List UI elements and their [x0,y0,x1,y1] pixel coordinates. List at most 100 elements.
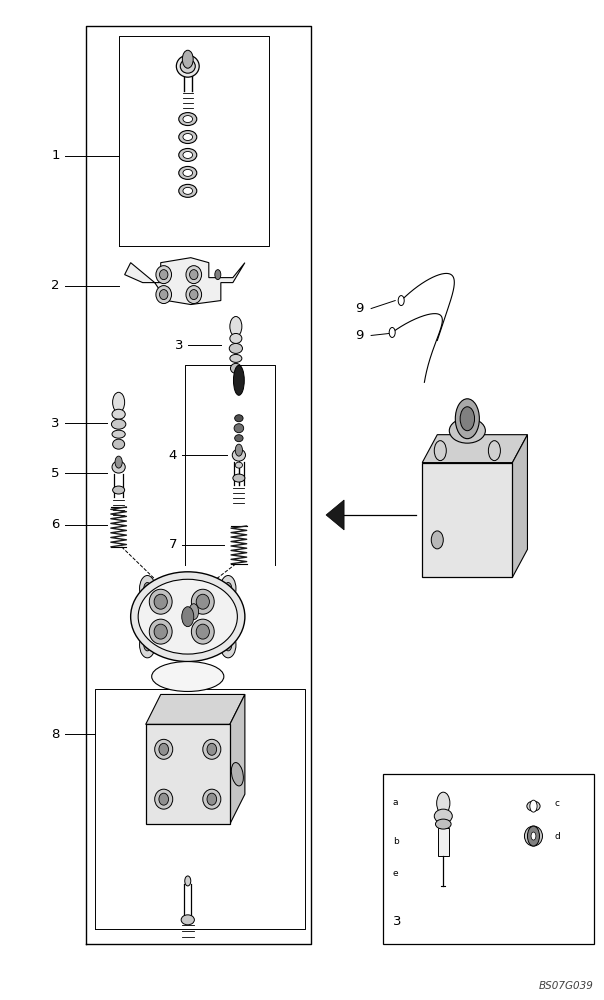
Circle shape [527,826,539,846]
Bar [383,774,594,944]
Ellipse shape [235,435,243,442]
Text: 2: 2 [51,279,60,292]
Text: d: d [554,832,561,841]
Circle shape [489,441,500,461]
Ellipse shape [152,662,224,691]
Ellipse shape [176,55,199,77]
Ellipse shape [130,572,245,662]
Ellipse shape [190,270,198,280]
Circle shape [140,632,155,658]
Circle shape [144,639,151,651]
Polygon shape [512,435,527,577]
Ellipse shape [179,131,197,143]
Text: 3: 3 [175,339,183,352]
Ellipse shape [155,739,173,759]
Circle shape [140,576,155,601]
Ellipse shape [196,594,210,609]
Ellipse shape [183,134,193,141]
Ellipse shape [234,424,243,433]
Text: 4: 4 [169,449,177,462]
Circle shape [220,632,236,658]
Ellipse shape [207,743,217,755]
Text: 9: 9 [355,329,363,342]
Ellipse shape [154,624,167,639]
Circle shape [189,604,199,620]
Circle shape [460,407,475,431]
Circle shape [225,639,232,651]
Ellipse shape [231,363,241,373]
Ellipse shape [207,793,217,805]
Ellipse shape [235,415,243,422]
Ellipse shape [524,826,542,846]
Ellipse shape [112,461,125,473]
Ellipse shape [230,354,242,362]
Circle shape [531,832,536,840]
Circle shape [437,792,450,814]
Ellipse shape [159,793,169,805]
Ellipse shape [112,486,124,494]
Ellipse shape [159,743,169,755]
Ellipse shape [191,589,214,614]
Text: b: b [393,837,399,846]
Ellipse shape [179,113,197,126]
Circle shape [185,876,191,886]
Ellipse shape [196,624,210,639]
Text: 5: 5 [51,467,60,480]
Text: 3: 3 [393,915,401,928]
Ellipse shape [203,739,221,759]
Circle shape [398,296,404,306]
Polygon shape [146,694,245,724]
Text: 8: 8 [51,728,60,741]
Ellipse shape [233,474,245,482]
Circle shape [434,441,446,461]
Ellipse shape [230,333,242,343]
Polygon shape [124,258,245,305]
Ellipse shape [149,619,172,644]
Ellipse shape [435,819,451,829]
Circle shape [230,317,242,336]
Text: e: e [393,869,399,878]
Ellipse shape [183,116,193,123]
Circle shape [182,50,193,68]
Ellipse shape [233,449,245,461]
Circle shape [236,444,242,456]
Ellipse shape [190,290,198,300]
Circle shape [389,327,395,337]
Circle shape [215,270,221,280]
Circle shape [115,456,122,468]
Ellipse shape [236,462,242,468]
Bar [438,828,449,856]
Ellipse shape [149,589,172,614]
Ellipse shape [154,594,167,609]
Text: 6: 6 [51,518,60,531]
Ellipse shape [431,531,443,549]
Ellipse shape [179,166,197,179]
Bar [422,463,512,577]
Ellipse shape [179,184,197,197]
Ellipse shape [138,579,237,654]
Circle shape [112,392,124,412]
Ellipse shape [155,789,173,809]
Circle shape [225,582,232,594]
Text: 9: 9 [355,302,363,315]
Ellipse shape [156,286,172,304]
Ellipse shape [230,343,242,353]
Ellipse shape [186,266,202,284]
Ellipse shape [434,809,452,823]
Circle shape [182,607,194,627]
Ellipse shape [231,763,243,786]
Polygon shape [422,435,527,463]
Text: BS07G039: BS07G039 [539,981,594,991]
Text: c: c [554,799,559,808]
Ellipse shape [159,290,168,300]
Ellipse shape [180,59,195,73]
Ellipse shape [156,266,172,284]
Polygon shape [230,694,245,824]
Ellipse shape [112,439,124,449]
Ellipse shape [203,789,221,809]
Text: 7: 7 [169,538,177,551]
Ellipse shape [186,286,202,304]
Ellipse shape [179,148,197,161]
Ellipse shape [449,418,486,443]
Ellipse shape [181,915,194,925]
